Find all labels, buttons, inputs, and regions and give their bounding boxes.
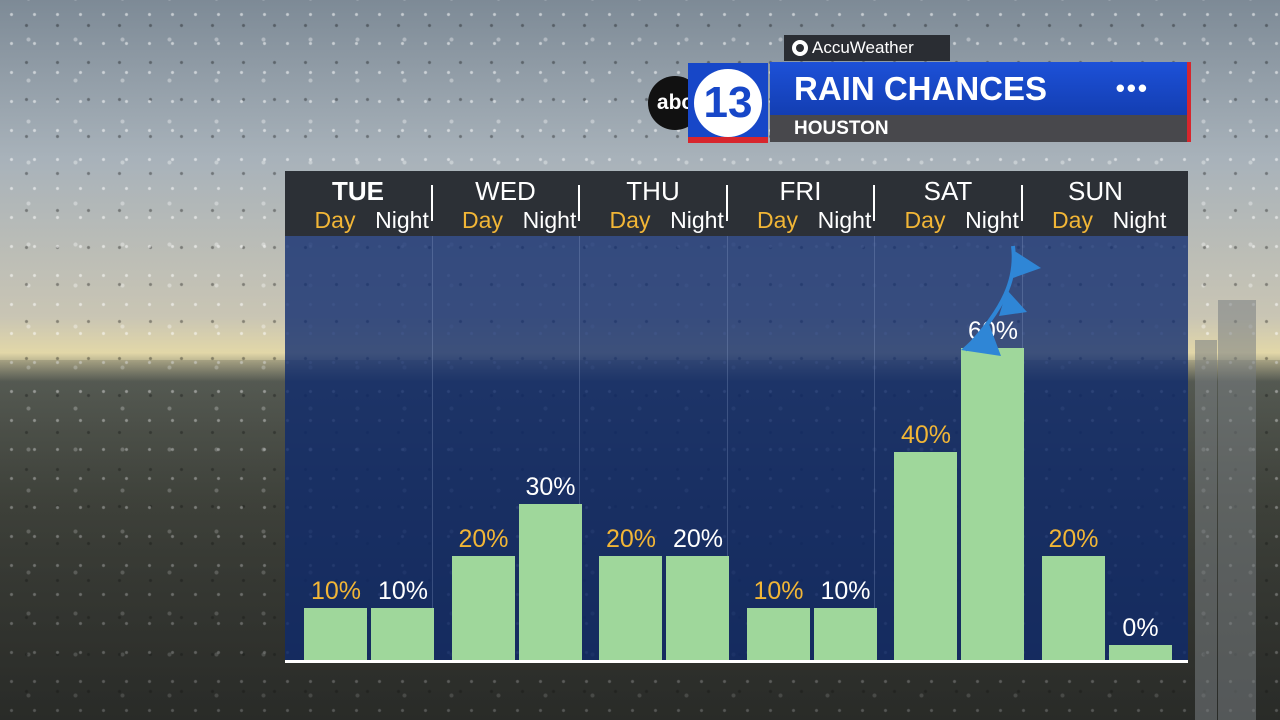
- day-value-sat: 40%: [900, 421, 952, 449]
- night-bar-sun: [1108, 645, 1172, 660]
- column-separator: [431, 236, 433, 660]
- location-bar: HOUSTON: [770, 115, 1187, 142]
- night-sublabel-wed: Night: [522, 207, 577, 233]
- night-value-wed: 30%: [525, 473, 576, 501]
- menu-dots-icon: •••: [1115, 73, 1149, 103]
- night-value-tue: 10%: [377, 577, 429, 605]
- sponsor-label: AccuWeather: [812, 38, 914, 57]
- day-sublabel-wed: Day: [462, 207, 503, 233]
- day-bar-wed: [451, 556, 515, 660]
- day-label-fri: FRI: [779, 176, 822, 206]
- day-value-tue: 10%: [310, 577, 362, 605]
- night-bar-wed: [518, 504, 582, 660]
- header-separator: [578, 185, 580, 221]
- night-sublabel-fri: Night: [817, 207, 872, 233]
- day-bar-sat: [894, 452, 957, 660]
- accuweather-badge: AccuWeather: [784, 35, 950, 61]
- night-bar-sat: [961, 348, 1024, 660]
- header-separator: [725, 185, 728, 221]
- chart-baseline: [285, 660, 1188, 663]
- day-sublabel-sun: Day: [1052, 207, 1093, 233]
- location-label: HOUSTON: [794, 118, 889, 139]
- day-bar-fri: [746, 608, 810, 660]
- channel-logo: 13: [688, 63, 768, 143]
- day-value-wed: 20%: [458, 525, 509, 553]
- day-label-sun: SUN: [1068, 176, 1123, 206]
- day-sublabel-sat: Day: [904, 207, 946, 233]
- day-bar-sun: [1041, 556, 1105, 660]
- channel-number: 13: [703, 78, 753, 127]
- day-sublabel-thu: Day: [609, 207, 651, 233]
- day-bar-tue: [304, 608, 367, 660]
- graphic-title: RAIN CHANCES: [794, 70, 1048, 107]
- day-value-thu: 20%: [605, 525, 657, 553]
- night-bar-tue: [371, 608, 434, 660]
- day-value-sun: 20%: [1048, 525, 1099, 553]
- night-sublabel-thu: Night: [670, 207, 724, 233]
- column-separator: [579, 236, 580, 660]
- day-bar-thu: [599, 556, 662, 660]
- night-sublabel-tue: Night: [375, 207, 429, 233]
- day-sublabel-fri: Day: [757, 207, 798, 233]
- station-bug: AccuWeather abc 13 RAIN CHANCES ••• HOUS…: [648, 35, 1191, 143]
- night-sublabel-sat: Night: [965, 207, 1019, 233]
- day-label-thu: THU: [626, 176, 680, 206]
- day-label-sat: SAT: [923, 176, 973, 206]
- graphic-title-bar: RAIN CHANCES •••: [770, 62, 1187, 115]
- day-value-fri: 10%: [753, 577, 804, 605]
- day-label-wed: WED: [475, 176, 536, 206]
- night-bar-fri: [813, 608, 877, 660]
- night-value-sun: 0%: [1122, 614, 1159, 642]
- cold-front-icon: [961, 245, 1041, 356]
- header-separator: [1020, 185, 1023, 221]
- column-separator: [874, 236, 875, 660]
- day-sublabel-tue: Day: [314, 207, 356, 233]
- night-sublabel-sun: Night: [1112, 207, 1167, 233]
- accuweather-sun-icon: [792, 40, 808, 56]
- night-value-fri: 10%: [820, 577, 871, 605]
- header-separator: [873, 185, 875, 221]
- night-value-thu: 20%: [672, 525, 724, 553]
- chart-header: [285, 171, 1188, 236]
- header-separator: [430, 185, 433, 221]
- night-bar-thu: [666, 556, 729, 660]
- column-separator: [726, 236, 728, 660]
- day-label-tue: TUE: [332, 176, 384, 206]
